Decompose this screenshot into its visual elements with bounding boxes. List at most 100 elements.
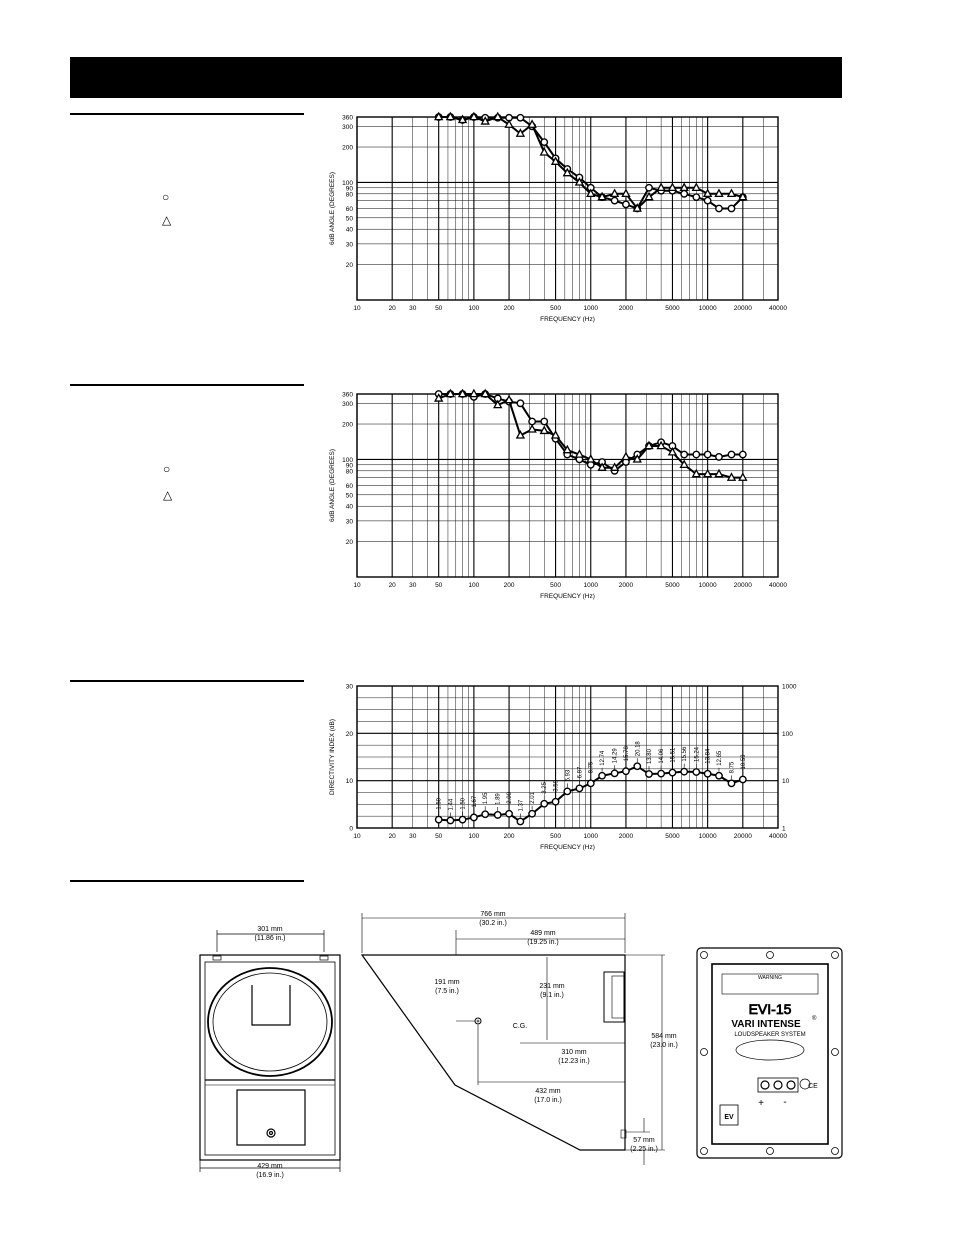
data-label: 6.87	[577, 766, 583, 778]
y-axis-label: DIRECTIVITY INDEX (dB)	[329, 719, 336, 795]
data-point-triangle	[714, 188, 724, 198]
plot-frame	[356, 393, 779, 578]
y-tick-label: 360	[342, 115, 353, 122]
data-label: 15.56	[682, 746, 688, 762]
side-enclosure	[360, 954, 626, 1151]
x-tick-label: 10	[353, 305, 361, 312]
y-tick-label: 60	[346, 483, 354, 490]
data-point-triangle	[632, 454, 642, 463]
directivity-index-chart: 10 20 30 50 100 200 500 1000 2000 5000 10000 20000 4…	[329, 684, 797, 852]
x-tick-label: 20	[389, 305, 397, 312]
y-tick-label: 90	[346, 462, 354, 469]
x-tick-label: 10	[353, 833, 361, 840]
data-point-triangle	[644, 191, 654, 201]
data-point-circle	[680, 450, 689, 459]
x-tick-label: 40000	[769, 833, 787, 840]
data-point-circle	[505, 809, 513, 818]
data-point-circle	[610, 769, 619, 778]
data-point-circle	[551, 797, 560, 806]
y2-tick-label: 100	[782, 731, 793, 738]
legend-triangle-icon: △	[163, 488, 173, 502]
data-point-circle	[668, 768, 677, 777]
x-tick-label: 5000	[665, 582, 680, 589]
side-231-dim-in: (9.1 in.)	[540, 992, 564, 999]
rear-minus-sign: -	[783, 1097, 786, 1108]
front-top-dim-in: (11.86 in.)	[255, 935, 286, 942]
data-label: 20.18	[635, 741, 641, 757]
data-point-triangle	[632, 203, 642, 212]
y-tick-label: 200	[342, 145, 353, 152]
front-horn	[251, 985, 291, 1026]
data-label: 8.75	[729, 761, 735, 773]
y-tick-label: 100	[342, 457, 353, 464]
x-tick-label: 30	[409, 305, 417, 312]
x-tick-label: 30	[409, 833, 417, 840]
data-point-circle	[680, 189, 689, 198]
x-tick-label: 50	[435, 833, 443, 840]
data-point-triangle	[656, 440, 666, 450]
data-point-circle	[680, 767, 689, 776]
legend-triangle-icon: △	[162, 213, 172, 227]
x-tick-label: 20	[389, 833, 397, 840]
x-tick-label: 100	[468, 833, 479, 840]
data-point-circle	[563, 787, 572, 796]
data-point-triangle	[504, 394, 514, 404]
data-point-circle	[622, 200, 630, 209]
front-bottom-dim: 429 mm	[257, 1163, 282, 1170]
x-tick-label: 1000	[584, 833, 599, 840]
data-point-circle	[715, 453, 723, 461]
data-point-triangle	[586, 188, 596, 198]
data-point-circle	[727, 204, 736, 213]
rear-plus-sign: +	[758, 1098, 764, 1109]
x-tick-label: 2000	[619, 305, 634, 312]
data-point-circle	[645, 770, 653, 778]
y-tick-label: 90	[346, 185, 354, 192]
x-axis-label: FREQUENCY (Hz)	[540, 593, 595, 600]
x-tick-label: 200	[504, 305, 515, 312]
data-point-triangle	[667, 446, 678, 456]
data-label: 2.00	[507, 791, 513, 803]
data-point-triangle	[550, 430, 561, 439]
data-point-circle	[738, 775, 747, 784]
y-tick-label: 30	[346, 684, 354, 691]
data-point-triangle	[621, 188, 631, 198]
x-tick-label: 500	[550, 305, 561, 312]
data-label: 13.80	[647, 748, 653, 764]
legend-circle-icon: ○	[162, 190, 170, 204]
plot-frame	[356, 116, 779, 301]
section-rule-3	[70, 680, 304, 682]
data-label: 10.59	[741, 754, 747, 770]
data-point-triangle	[726, 472, 737, 481]
data-point-circle	[692, 193, 701, 202]
data-point-triangle	[527, 424, 537, 433]
y2-tick-label: 1	[782, 826, 786, 833]
data-point-triangle	[691, 468, 702, 478]
data-point-circle	[715, 771, 723, 780]
data-point-circle	[645, 183, 653, 192]
x-tick-label: 10	[353, 582, 361, 589]
x-tick-label: 500	[550, 582, 561, 589]
side-view-drawing	[360, 913, 665, 1165]
x-tick-label: 200	[504, 833, 515, 840]
data-point-circle	[446, 816, 455, 825]
x-tick-label: 1000	[584, 582, 599, 589]
side-driver	[603, 971, 625, 1023]
data-point-circle	[493, 811, 502, 819]
data-label: 8.75	[589, 761, 595, 773]
side-310-dim: 310 mm	[561, 1049, 586, 1056]
data-point-circle	[715, 204, 723, 213]
side-depth-dim: 766 mm	[480, 911, 505, 918]
y2-tick-label: 10	[782, 778, 790, 785]
x-tick-label: 20000	[734, 305, 752, 312]
data-label: 15.51	[670, 747, 676, 763]
y-tick-label: 200	[342, 422, 353, 429]
front-woofer	[207, 967, 333, 1077]
y-tick-label: 30	[346, 241, 354, 248]
front-port	[236, 1089, 306, 1146]
data-point-triangle	[480, 388, 490, 398]
x-tick-label: 50	[435, 305, 443, 312]
x-tick-label: 10000	[699, 582, 717, 589]
data-point-triangle	[445, 111, 456, 121]
data-point-triangle	[469, 388, 479, 398]
side-height-dim: 584 mm	[651, 1033, 676, 1040]
